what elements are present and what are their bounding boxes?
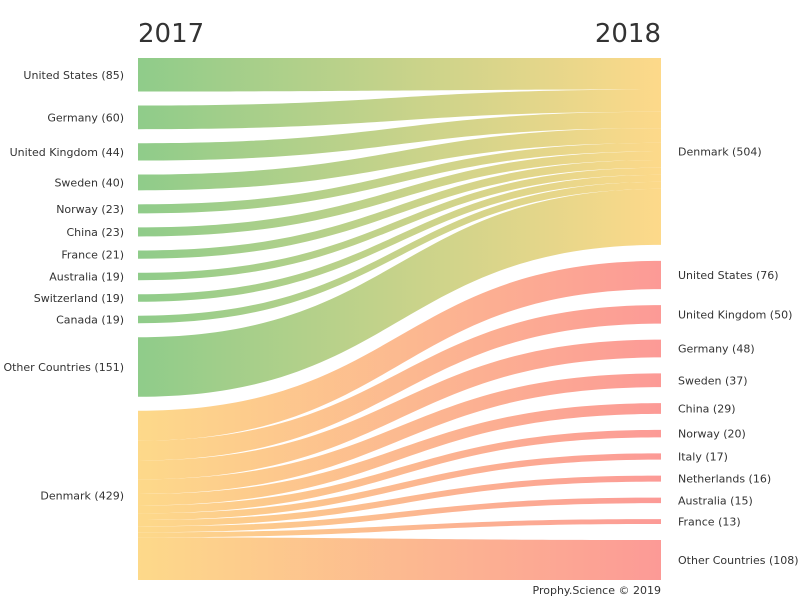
flow-canada-to-denmark: [138, 181, 661, 324]
flow-denmark-to-italy: [138, 453, 661, 521]
left-label-australia: Australia (19): [49, 270, 124, 283]
flow-denmark-to-china: [138, 403, 661, 506]
flow-group: [138, 58, 661, 580]
credit-text: Prophy.Science © 2019: [533, 584, 661, 597]
right-label-netherlands: Netherlands (16): [678, 473, 771, 486]
left-label-canada: Canada (19): [56, 313, 124, 326]
flow-denmark-to-netherlands: [138, 475, 661, 527]
flow-switzerland-to-denmark: [138, 174, 661, 302]
right-label-united-states: United States (76): [678, 269, 779, 282]
left-label-germany: Germany (60): [47, 111, 124, 124]
flow-france-to-denmark: [138, 159, 661, 259]
flow-united-kingdom-to-denmark: [138, 111, 661, 161]
flow-china-to-denmark: [138, 151, 661, 237]
right-label-italy: Italy (17): [678, 450, 728, 463]
left-label-other-countries: Other Countries (151): [3, 361, 124, 374]
left-label-united-kingdom: United Kingdom (44): [10, 146, 124, 159]
left-label-denmark: Denmark (429): [40, 489, 124, 502]
right-label-denmark: Denmark (504): [678, 145, 762, 158]
left-year-label: 2017: [138, 19, 204, 49]
right-label-australia: Australia (15): [678, 494, 753, 507]
flow-other-countries-to-denmark: [138, 188, 661, 397]
flow-denmark-to-france: [138, 519, 661, 538]
flow-denmark-to-sweden: [138, 373, 661, 495]
right-label-germany: Germany (48): [678, 343, 755, 356]
flow-sweden-to-denmark: [138, 128, 661, 191]
right-label-china: China (29): [678, 403, 736, 416]
left-label-sweden: Sweden (40): [54, 176, 124, 189]
left-label-norway: Norway (23): [56, 203, 124, 216]
right-year-label: 2018: [595, 19, 661, 49]
flow-united-states-to-denmark: [138, 58, 661, 92]
left-label-china: China (23): [67, 226, 125, 239]
flow-denmark-to-united-states: [138, 260, 661, 441]
flow-denmark-to-other-countries: [138, 537, 661, 580]
right-label-france: France (13): [678, 516, 741, 529]
flow-denmark-to-australia: [138, 497, 661, 533]
right-label-norway: Norway (20): [678, 428, 746, 441]
right-label-sweden: Sweden (37): [678, 374, 748, 387]
flow-denmark-to-norway: [138, 429, 661, 514]
right-label-other-countries: Other Countries (108): [678, 554, 799, 567]
left-label-france: France (21): [61, 249, 124, 262]
flow-germany-to-denmark: [138, 89, 661, 130]
flow-denmark-to-germany: [138, 339, 661, 480]
label-group: United States (85) Germany (60) United Kin…: [3, 69, 798, 567]
left-label-united-states: United States (85): [23, 69, 124, 82]
right-label-united-kingdom: United Kingdom (50): [678, 308, 792, 321]
flow-australia-to-denmark: [138, 167, 661, 281]
flow-norway-to-denmark: [138, 142, 661, 214]
flow-denmark-to-united-kingdom: [138, 305, 661, 461]
left-label-switzerland: Switzerland (19): [34, 292, 124, 305]
